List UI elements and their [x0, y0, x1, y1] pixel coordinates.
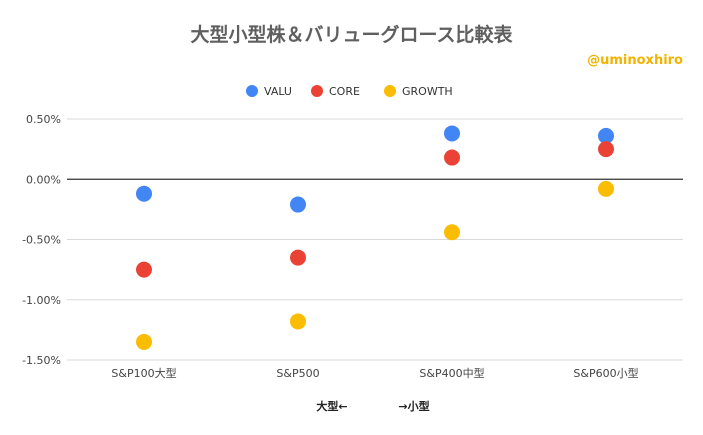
y-tick-label: -1.00% — [22, 294, 61, 307]
data-point-valu — [598, 127, 614, 144]
y-tick-label: -0.50% — [22, 234, 61, 247]
data-point-core — [444, 149, 460, 166]
x-tick-label: S&P100大型 — [111, 366, 176, 380]
data-point-core — [290, 249, 306, 266]
legend-label: CORE — [329, 85, 360, 98]
x-axis-ticks: S&P100大型 S&P500 S&P400中型 S&P600小型 — [111, 366, 638, 380]
legend-marker — [311, 85, 323, 97]
data-point-growth — [290, 313, 306, 330]
x-tick-label: S&P500 — [276, 367, 319, 380]
legend-marker — [384, 85, 396, 97]
legend-marker — [246, 85, 258, 97]
data-point-valu — [290, 196, 306, 213]
x-axis-label-right: →小型 — [398, 399, 429, 413]
y-tick-label: 0.50% — [26, 113, 61, 126]
x-tick-label: S&P400中型 — [419, 366, 484, 380]
data-point-core — [598, 141, 614, 158]
gridlines — [67, 118, 683, 361]
data-point-growth — [598, 180, 614, 197]
x-tick-label: S&P600小型 — [573, 366, 638, 380]
data-point-growth — [444, 224, 460, 241]
data-point-valu — [444, 125, 460, 142]
data-points — [136, 125, 614, 350]
x-axis-label: 大型← →小型 — [316, 399, 429, 413]
legend-label: GROWTH — [402, 85, 453, 98]
legend: VALU CORE GROWTH — [246, 85, 453, 98]
x-axis-label-left: 大型← — [316, 399, 347, 413]
legend-label: VALU — [264, 85, 292, 98]
watermark-handle: @uminoxhiro — [587, 53, 683, 68]
chart-title: 大型小型株＆バリューグロース比較表 — [190, 24, 513, 46]
y-tick-label: -1.50% — [22, 354, 61, 367]
y-axis-ticks: 0.50% 0.00% -0.50% -1.00% -1.50% — [22, 113, 61, 367]
data-point-valu — [136, 185, 152, 202]
data-point-core — [136, 261, 152, 278]
data-point-growth — [136, 333, 152, 350]
y-tick-label: 0.00% — [26, 173, 61, 186]
